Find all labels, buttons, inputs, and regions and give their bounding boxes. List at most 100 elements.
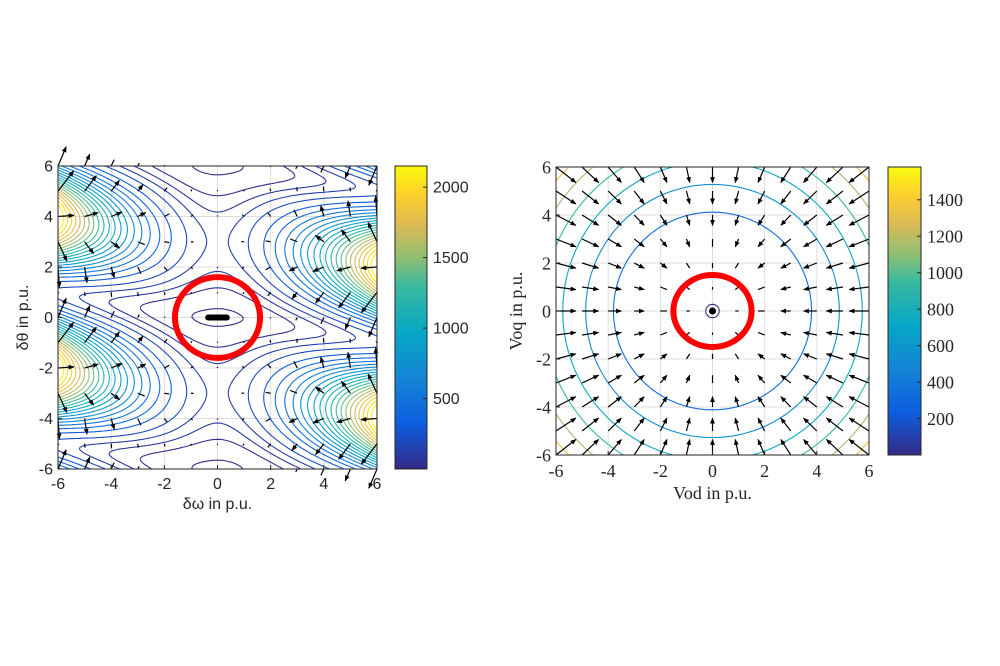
quiver-arrow <box>555 330 577 336</box>
x-tick-label: 0 <box>708 461 717 481</box>
quiver-arrow <box>757 262 766 269</box>
contour-lines <box>555 166 870 456</box>
quiver-arrow <box>803 238 818 248</box>
highlight-circle <box>670 272 755 350</box>
quiver-arrow <box>555 166 577 184</box>
quiver-arrow <box>633 353 645 360</box>
quiver-arrow <box>269 339 272 343</box>
quiver-arrow <box>780 353 792 360</box>
quiver-arrow <box>265 266 271 271</box>
quiver-arrow <box>110 266 116 279</box>
quiver-arrow <box>633 214 645 226</box>
quiver-arrow <box>164 241 170 244</box>
quiver-arrow <box>288 266 298 272</box>
quiver-arrow <box>84 153 91 167</box>
quiver-arrow <box>685 166 691 184</box>
y-axis-label: Voq in p.u. <box>506 272 526 351</box>
contour-line <box>57 165 378 470</box>
colorbar: 200 400 600 800 1000 1200 1400 <box>887 166 963 456</box>
quiver-arrow <box>190 340 193 344</box>
colorbar-gradient <box>887 166 922 456</box>
quiver-arrow <box>137 292 139 297</box>
quiver-arrow <box>848 262 870 270</box>
colorbar-tick-label: 1500 <box>433 250 469 267</box>
quiver-arrow <box>607 417 622 432</box>
quiver-arrow <box>757 214 766 226</box>
quiver-arrow <box>555 286 577 292</box>
quiver-arrow <box>757 396 766 408</box>
quiver-arrow <box>163 266 168 271</box>
colorbar-tick-label: 1400 <box>927 190 963 210</box>
quiver-arrow <box>269 317 272 319</box>
equilibrium-point <box>709 307 716 315</box>
colorbar-tick-label: 1000 <box>433 321 469 338</box>
quiver-arrow <box>290 238 298 243</box>
contour-line <box>57 188 378 447</box>
quiver-arrow <box>84 363 99 369</box>
quiver-arrow <box>241 365 245 369</box>
quiver-arrow <box>848 214 870 226</box>
quiver-arrow <box>57 241 68 262</box>
quiver-arrows <box>56 146 379 489</box>
quiver-arrow <box>265 240 271 243</box>
quiver-arrow <box>110 241 121 249</box>
quiver-arrow <box>190 266 194 270</box>
quiver-arrow <box>685 438 691 456</box>
quiver-arrow <box>315 291 325 304</box>
quiver-arrow <box>581 439 600 456</box>
quiver-arrow <box>659 214 668 226</box>
quiver-arrow <box>848 438 870 456</box>
contour-line <box>57 166 378 469</box>
quiver-arrow <box>360 443 378 465</box>
quiver-arrow <box>803 374 818 384</box>
quiver-arrow <box>848 286 870 292</box>
quiver-arrow <box>163 187 168 192</box>
quiver-arrow <box>242 340 245 343</box>
colorbar-tick-label: 1000 <box>927 263 963 283</box>
quiver-arrow <box>190 292 193 295</box>
quiver-arrow <box>581 330 600 336</box>
y-axis-label: δθ in p.u. <box>15 285 32 351</box>
quiver-arrow <box>825 238 844 248</box>
quiver-arrow <box>780 262 792 269</box>
quiver-arrow <box>581 396 600 408</box>
quiver-arrow <box>367 373 378 394</box>
quiver-arrow <box>825 190 844 205</box>
quiver-arrow <box>803 190 818 205</box>
quiver-arrow <box>360 291 378 314</box>
quiver-arrow <box>291 443 298 451</box>
quiver-arrow <box>825 166 844 183</box>
contour-line <box>57 186 378 449</box>
quiver-arrow <box>267 443 272 448</box>
contour-line <box>57 165 378 470</box>
y-tick-label: 0 <box>542 301 551 321</box>
quiver-arrow <box>607 238 622 248</box>
quiver-arrow <box>825 353 844 360</box>
quiver-arrow <box>848 238 870 248</box>
colorbar: 500 1000 1500 2000 <box>394 165 469 470</box>
quiver-arrow <box>84 211 99 218</box>
contour-line <box>57 193 378 442</box>
quiver-arrow <box>83 292 86 297</box>
quiver-arrow <box>83 443 86 448</box>
x-tick-label: 0 <box>213 476 222 493</box>
quiver-arrow <box>825 396 844 408</box>
quiver-arrow <box>314 386 325 394</box>
quiver-arrow <box>338 291 351 309</box>
quiver-arrow <box>265 391 271 394</box>
quiver-arrow <box>110 310 115 318</box>
quiver-arrow <box>312 266 325 273</box>
quiver-arrow <box>659 417 668 432</box>
quiver-arrow <box>825 439 844 456</box>
quiver-arrow <box>84 392 95 406</box>
quiver-arrow <box>555 396 577 408</box>
colorbar-tick-label: 1200 <box>927 227 963 247</box>
quiver-arrow <box>84 305 91 318</box>
quiver-arrow <box>802 286 817 291</box>
quiver-arrow <box>581 374 600 384</box>
quiver-arrow <box>344 165 351 179</box>
quiver-arrow <box>163 316 166 318</box>
quiver-arrow <box>83 266 89 284</box>
quiver-arrow <box>137 241 145 246</box>
